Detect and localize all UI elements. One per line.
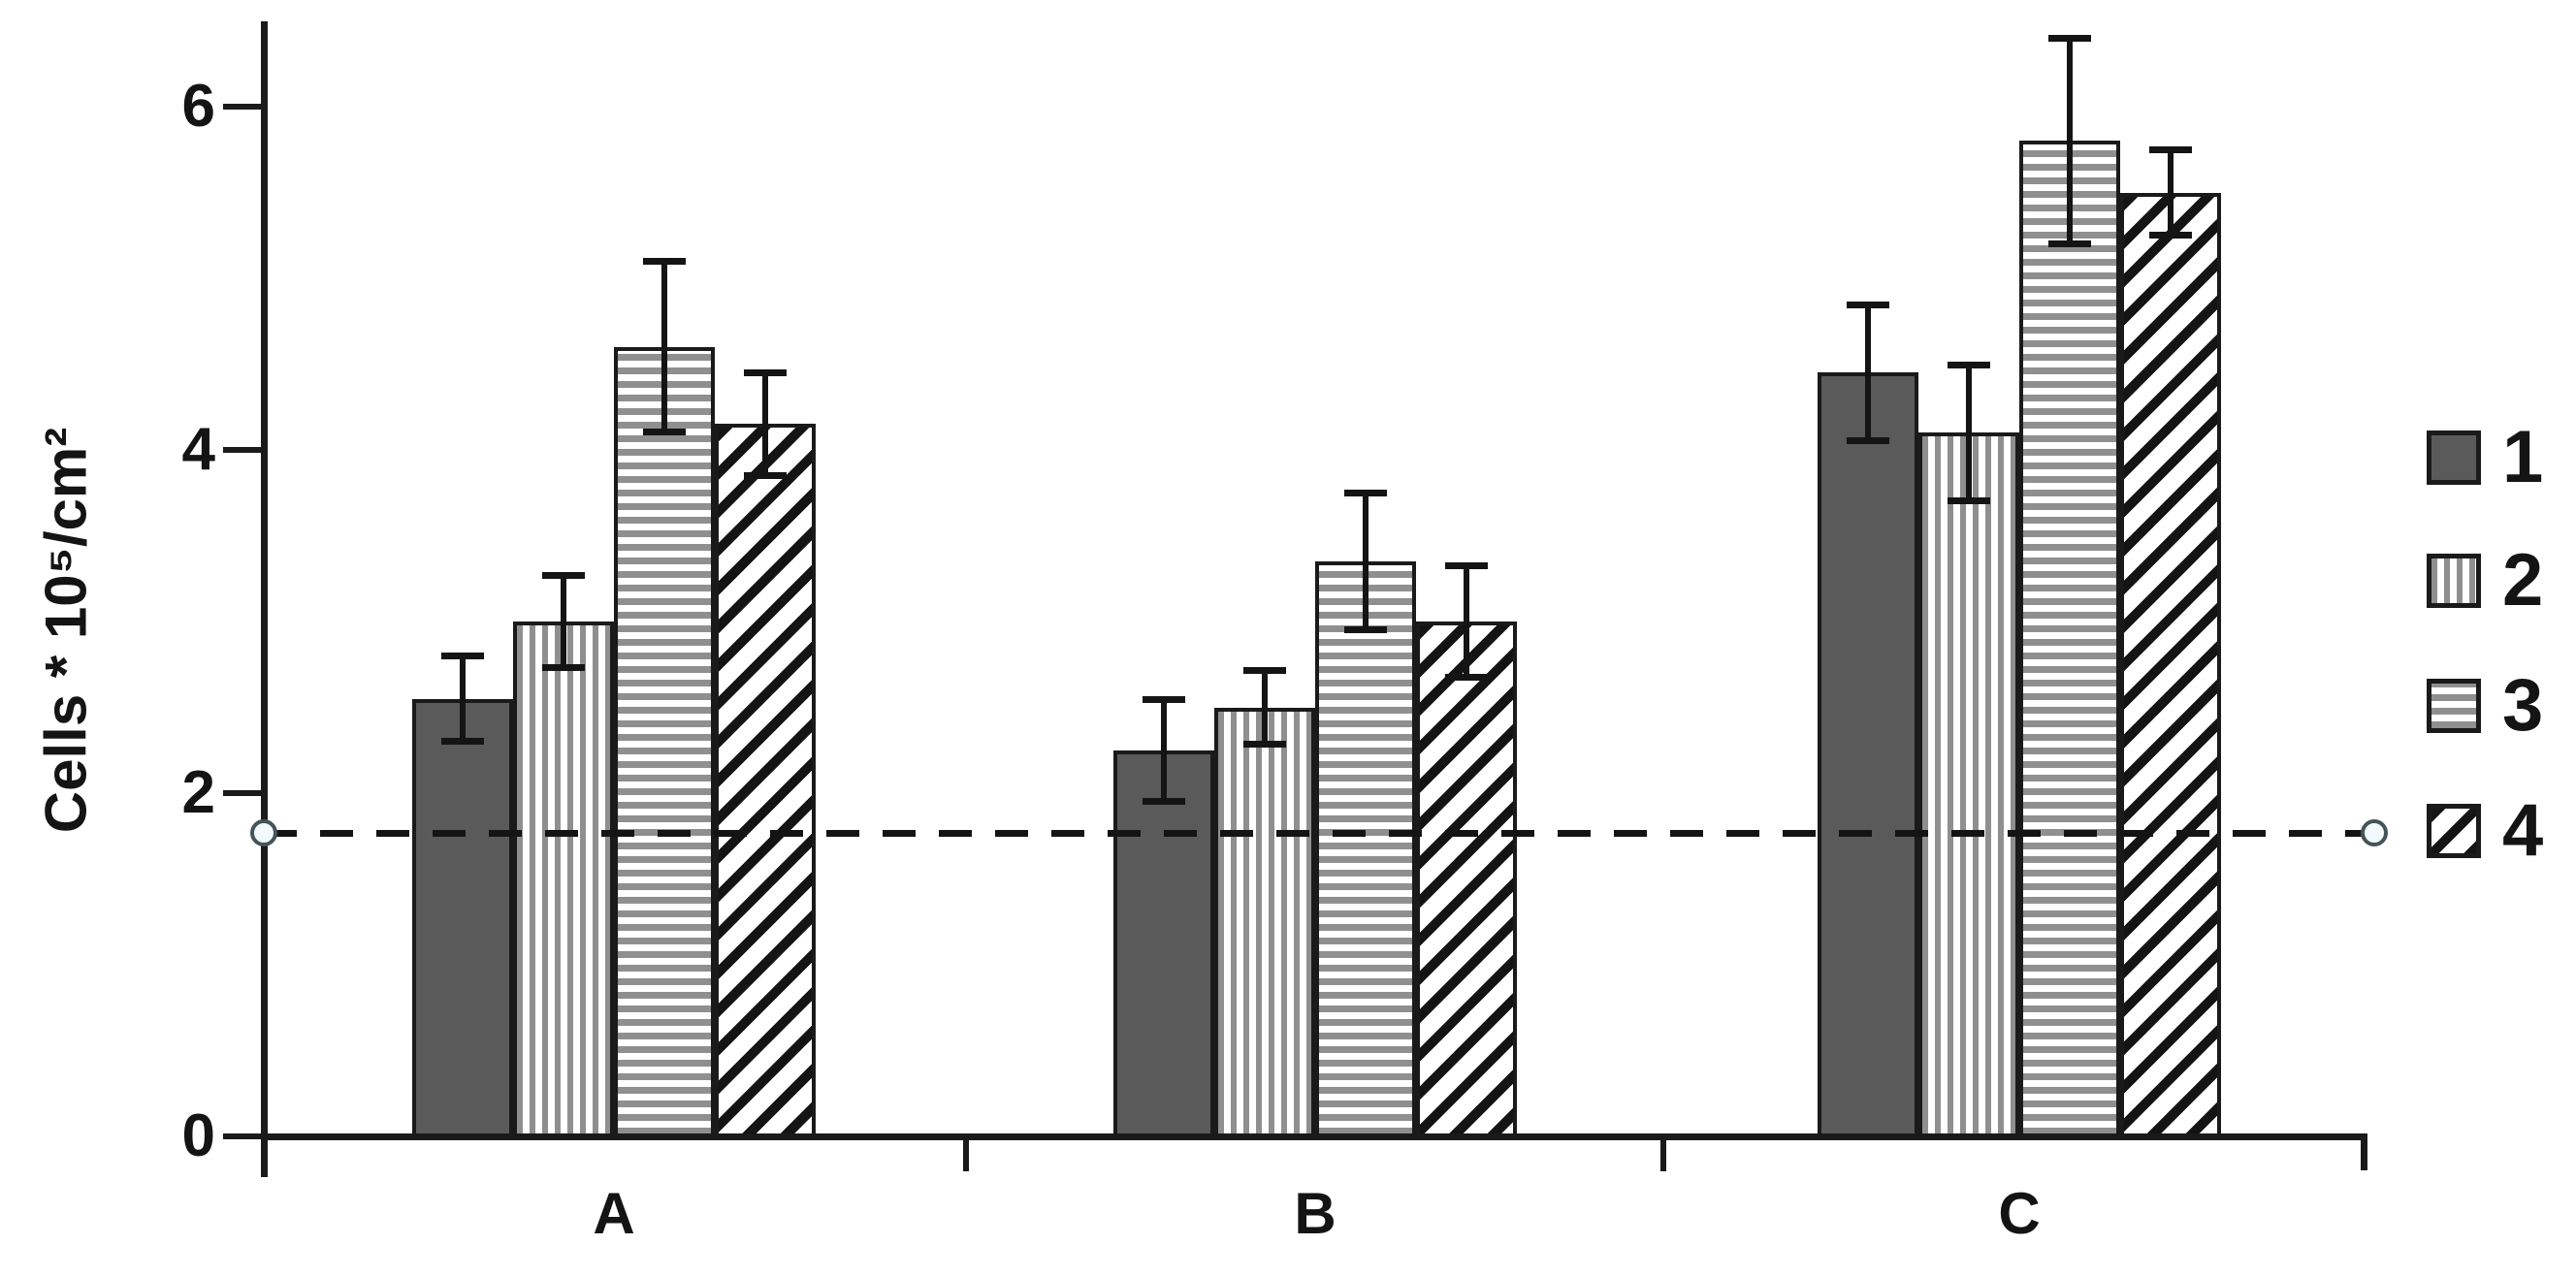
y-axis — [261, 21, 268, 1177]
y-tick-label: 4 — [181, 416, 215, 483]
error-bar-line-C-3 — [2067, 38, 2073, 244]
error-bar-cap-top-A-4 — [744, 369, 787, 376]
error-bar-cap-top-A-1 — [441, 653, 484, 659]
error-bar-cap-bottom-B-1 — [1143, 798, 1185, 805]
category-label-A: A — [593, 1181, 635, 1246]
error-bar-line-B-2 — [1262, 670, 1268, 745]
y-tick — [223, 1133, 264, 1139]
legend-icon-4 — [2427, 804, 2481, 858]
y-tick — [223, 790, 264, 796]
error-bar-cap-bottom-C-3 — [2048, 240, 2091, 247]
legend-label-3: 3 — [2502, 664, 2544, 747]
error-bar-cap-bottom-B-4 — [1445, 674, 1488, 681]
error-bar-line-C-4 — [2168, 149, 2174, 236]
bar-C-2 — [1918, 432, 2019, 1138]
error-bar-line-B-4 — [1464, 565, 1469, 678]
error-bar-cap-top-C-1 — [1847, 302, 1889, 308]
x-axis-end-tick — [2361, 1133, 2367, 1170]
bar-C-1 — [1818, 372, 1918, 1138]
error-bar-cap-top-B-1 — [1143, 696, 1185, 703]
error-bar-cap-top-C-4 — [2149, 146, 2192, 153]
y-axis-title: Cells * 10⁵/cm² — [33, 427, 99, 834]
legend-icon-3 — [2427, 679, 2481, 733]
error-bar-cap-top-B-2 — [1243, 667, 1286, 674]
legend-label-1: 1 — [2502, 416, 2544, 498]
error-bar-cap-top-A-3 — [643, 258, 686, 265]
reference-line — [264, 830, 2374, 837]
bar-B-4 — [1416, 622, 1517, 1138]
error-bar-cap-top-C-2 — [1948, 362, 1990, 368]
legend-label-4: 4 — [2502, 789, 2544, 872]
error-bar-cap-bottom-C-1 — [1847, 437, 1889, 444]
error-bar-cap-bottom-B-2 — [1243, 741, 1286, 748]
legend-label-2: 2 — [2502, 539, 2544, 622]
error-bar-cap-top-C-3 — [2048, 35, 2091, 42]
x-axis-separator-tick — [1660, 1140, 1666, 1171]
error-bar-line-B-3 — [1363, 493, 1368, 630]
error-bar-line-A-4 — [762, 372, 768, 476]
error-bar-line-C-2 — [1966, 365, 1972, 501]
y-tick — [223, 447, 264, 453]
error-bar-line-A-3 — [661, 261, 667, 432]
bar-A-3 — [614, 347, 715, 1138]
y-tick — [223, 104, 264, 110]
legend-icon-1 — [2427, 431, 2481, 485]
category-label-B: B — [1294, 1181, 1336, 1246]
bar-A-4 — [715, 424, 816, 1138]
y-tick-label: 6 — [181, 73, 215, 140]
error-bar-line-B-1 — [1161, 699, 1167, 802]
error-bar-line-A-1 — [460, 655, 466, 742]
bar-A-1 — [412, 699, 513, 1138]
error-bar-cap-top-B-3 — [1344, 490, 1387, 496]
error-bar-cap-bottom-C-4 — [2149, 232, 2192, 239]
bar-C-4 — [2120, 193, 2221, 1138]
error-bar-line-C-1 — [1865, 304, 1871, 441]
bar-B-3 — [1315, 561, 1416, 1138]
error-bar-cap-bottom-A-2 — [542, 664, 585, 671]
reference-endpoint-right-circle — [2361, 819, 2388, 846]
error-bar-line-A-2 — [561, 575, 566, 668]
y-tick-label: 2 — [181, 759, 215, 826]
x-axis-separator-tick — [963, 1140, 969, 1171]
bar-C-3 — [2019, 141, 2120, 1138]
error-bar-cap-bottom-A-3 — [643, 429, 686, 435]
error-bar-cap-bottom-B-3 — [1344, 626, 1387, 633]
bar-A-2 — [513, 622, 614, 1138]
y-tick-label: 0 — [181, 1102, 215, 1169]
bar-B-2 — [1214, 708, 1315, 1138]
error-bar-cap-bottom-A-4 — [744, 472, 787, 479]
category-label-C: C — [1998, 1181, 2041, 1246]
error-bar-cap-bottom-A-1 — [441, 738, 484, 745]
legend-icon-2 — [2427, 554, 2481, 608]
x-axis — [261, 1133, 2367, 1140]
error-bar-cap-bottom-C-2 — [1948, 497, 1990, 504]
reference-endpoint-left-circle — [250, 819, 277, 846]
bar-B-1 — [1113, 750, 1214, 1138]
error-bar-cap-top-A-2 — [542, 572, 585, 579]
error-bar-cap-top-B-4 — [1445, 562, 1488, 569]
